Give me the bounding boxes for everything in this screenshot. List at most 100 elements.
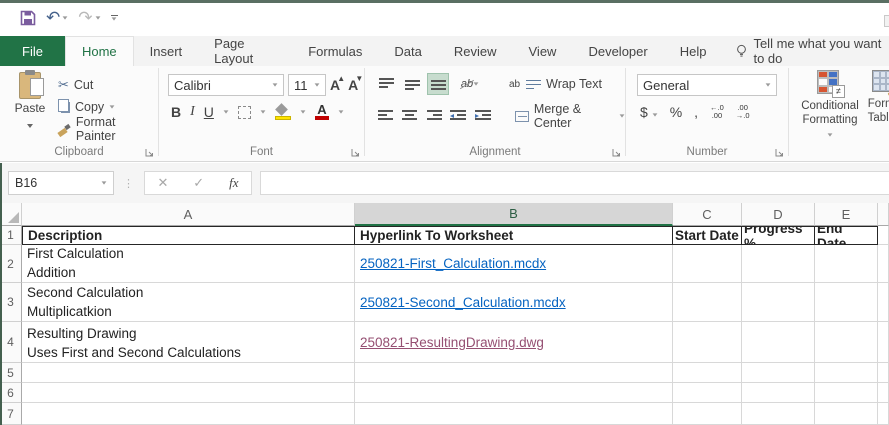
number-dialog-launcher-icon[interactable] [775,148,784,157]
redo-button[interactable]: ↷ [78,9,100,26]
cell-b2[interactable]: 250821-First_Calculation.mcdx [355,245,673,283]
cell-a3[interactable]: Second Calculation Multiplicatkion [22,283,355,322]
name-box[interactable]: B16 [8,171,114,195]
wrap-text-button[interactable]: ab Wrap Text [509,77,602,91]
font-name-select[interactable]: Calibri [168,74,284,96]
paste-button[interactable]: Paste [8,70,52,133]
cell-d2[interactable] [742,245,815,283]
cell-a6[interactable] [22,383,355,403]
currency-button[interactable]: $ [640,104,658,120]
cell-d7[interactable] [742,403,815,425]
column-header-c[interactable]: C [673,203,742,226]
cell-d5[interactable] [742,363,815,383]
tab-file[interactable]: File [0,36,65,66]
decrease-decimal-button[interactable]: .00 →.0 [735,103,750,120]
cell-c4[interactable] [673,322,742,363]
cut-button[interactable]: ✂ Cut [58,76,158,94]
row-header-3[interactable]: 3 [0,283,22,322]
borders-dropdown-icon[interactable] [260,110,266,114]
align-center-button[interactable] [399,105,419,127]
bold-button[interactable]: B [171,104,182,120]
font-color-dropdown-icon[interactable] [338,110,344,114]
fill-color-icon[interactable] [274,102,291,120]
name-box-dropdown-icon[interactable] [101,181,107,185]
cell-d6[interactable] [742,383,815,403]
increase-indent-button[interactable] [473,105,493,127]
merge-center-dropdown-icon[interactable] [619,114,625,118]
tab-formulas[interactable]: Formulas [308,43,363,59]
cell-c3[interactable] [673,283,742,322]
cell-e6[interactable] [815,383,878,403]
cell-b7[interactable] [355,403,673,425]
tab-home[interactable]: Home [64,36,134,66]
tab-developer[interactable]: Developer [588,43,648,59]
undo-dropdown-icon[interactable] [62,15,68,20]
decrease-font-button[interactable]: A ▼ [348,74,364,93]
cell-a1[interactable]: Description [22,226,355,245]
cell-c5[interactable] [673,363,742,383]
font-size-select[interactable]: 11 [288,74,326,96]
increase-font-button[interactable]: A ▲ [330,74,346,93]
cell-b3[interactable]: 250821-Second_Calculation.mcdx [355,283,673,322]
align-top-button[interactable] [375,73,397,95]
align-middle-button[interactable] [401,73,423,95]
undo-button[interactable]: ↶ [46,9,68,26]
redo-dropdown-icon[interactable] [95,15,100,20]
format-table-button[interactable]: Format Table [863,70,889,125]
underline-button[interactable]: U [203,104,214,120]
italic-button[interactable]: I [190,104,195,119]
font-color-icon[interactable]: A [314,103,329,120]
cell-d3[interactable] [742,283,815,322]
underline-dropdown-icon[interactable] [223,110,229,114]
select-all-button[interactable] [0,203,22,226]
cell-e5[interactable] [815,363,878,383]
hyperlink-resulting-drawing[interactable]: 250821-ResultingDrawing.dwg [360,334,544,350]
font-dialog-launcher-icon[interactable] [351,148,360,157]
column-header-a[interactable]: A [22,203,355,226]
cell-e4[interactable] [815,322,878,363]
hyperlink-first-calculation[interactable]: 250821-First_Calculation.mcdx [360,256,547,271]
tab-insert[interactable]: Insert [149,43,183,59]
row-header-2[interactable]: 2 [0,245,22,283]
formula-input[interactable] [260,171,889,195]
tab-review[interactable]: Review [453,43,497,59]
row-header-5[interactable]: 5 [0,363,22,383]
paste-dropdown-icon[interactable] [27,124,33,128]
cell-e7[interactable] [815,403,878,425]
cell-e1[interactable]: End Date [815,226,878,245]
row-header-7[interactable]: 7 [0,403,22,425]
cell-e3[interactable] [815,283,878,322]
cell-f1[interactable] [878,226,889,245]
column-header-b[interactable]: B [355,203,673,226]
increase-decimal-button[interactable]: ←.0 .00 [710,103,724,120]
cell-d1[interactable]: Progress % [742,226,815,245]
cancel-icon[interactable]: ✕ [157,175,169,190]
hyperlink-second-calculation[interactable]: 250821-Second_Calculation.mcdx [360,294,566,310]
align-bottom-button[interactable] [427,73,449,95]
cell-c6[interactable] [673,383,742,403]
cell-c7[interactable] [673,403,742,425]
enter-icon[interactable]: ✓ [193,175,205,190]
column-header-e[interactable]: E [815,203,878,226]
row-header-1[interactable]: 1 [0,226,22,245]
column-header-d[interactable]: D [742,203,815,226]
tab-page-layout[interactable]: Page Layout [214,36,254,66]
cell-b5[interactable] [355,363,673,383]
copy-button[interactable]: Copy [58,98,158,116]
tab-data[interactable]: Data [394,43,422,59]
conditional-formatting-button[interactable]: ≠ Conditional Formatting [799,70,861,141]
cell-a4[interactable]: Resulting Drawing Uses First and Second … [22,322,355,363]
percent-button[interactable]: % [669,104,683,120]
copy-dropdown-icon[interactable] [109,105,115,109]
cell-d4[interactable] [742,322,815,363]
alignment-dialog-launcher-icon[interactable] [612,148,621,157]
merge-center-button[interactable]: Merge & Center [515,102,625,130]
cell-c1[interactable]: Start Date [673,226,742,245]
save-icon[interactable] [20,10,36,26]
cell-b6[interactable] [355,383,673,403]
tab-view[interactable]: View [528,43,557,59]
clipboard-dialog-launcher-icon[interactable] [145,148,154,157]
comma-button[interactable]: , [694,104,699,120]
cell-b4[interactable]: 250821-ResultingDrawing.dwg [355,322,673,363]
borders-icon[interactable] [237,105,251,119]
